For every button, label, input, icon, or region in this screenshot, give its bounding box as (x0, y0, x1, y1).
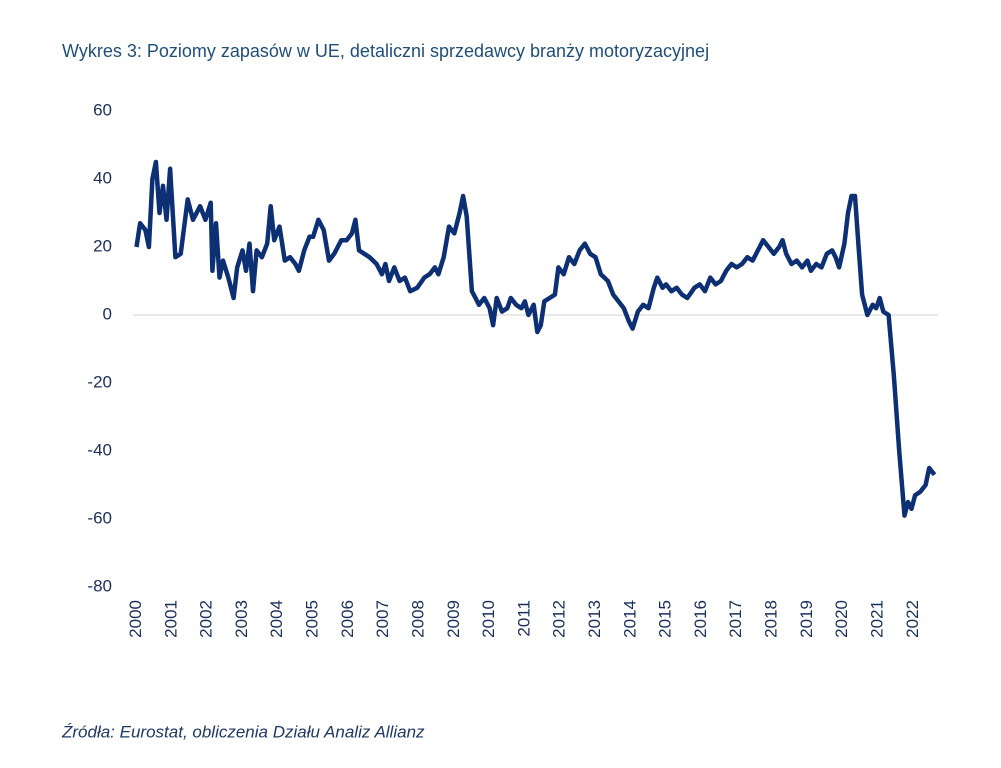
x-tick-label: 2002 (197, 600, 216, 638)
x-tick-label: 2008 (408, 600, 427, 638)
x-tick-label: 2004 (267, 600, 286, 638)
x-tick-label: 2003 (232, 600, 251, 638)
y-tick-label: 40 (93, 168, 112, 187)
source-note: Źródła: Eurostat, obliczenia Działu Anal… (61, 722, 425, 741)
y-tick-label: -80 (87, 576, 112, 595)
x-tick-label: 2007 (373, 600, 392, 638)
y-tick-label: -40 (87, 440, 112, 459)
x-tick-label: 2011 (514, 600, 533, 637)
x-tick-label: 2020 (832, 600, 851, 638)
x-tick-label: 2018 (762, 600, 781, 638)
y-tick-label: 20 (93, 236, 112, 255)
x-tick-label: 2006 (338, 600, 357, 638)
x-tick-label: 2015 (656, 600, 675, 638)
y-tick-label: -20 (87, 372, 112, 391)
x-tick-label: 2019 (797, 600, 816, 638)
chart-title: Wykres 3: Poziomy zapasów w UE, detalicz… (62, 41, 709, 61)
x-tick-label: 2000 (126, 600, 145, 638)
x-tick-label: 2013 (585, 600, 604, 638)
y-tick-label: -60 (87, 508, 112, 527)
x-tick-label: 2001 (161, 600, 180, 638)
y-tick-label: 60 (93, 100, 112, 119)
x-tick-label: 2005 (303, 600, 322, 638)
x-tick-label: 2017 (726, 600, 745, 638)
x-tick-label: 2022 (903, 600, 922, 638)
x-tick-label: 2014 (620, 600, 639, 638)
x-tick-label: 2010 (479, 600, 498, 638)
y-tick-label: 0 (103, 304, 112, 323)
x-tick-label: 2012 (550, 600, 569, 638)
x-tick-label: 2021 (867, 600, 886, 638)
x-tick-label: 2009 (444, 600, 463, 638)
x-tick-label: 2016 (691, 600, 710, 638)
data-line (134, 159, 937, 518)
